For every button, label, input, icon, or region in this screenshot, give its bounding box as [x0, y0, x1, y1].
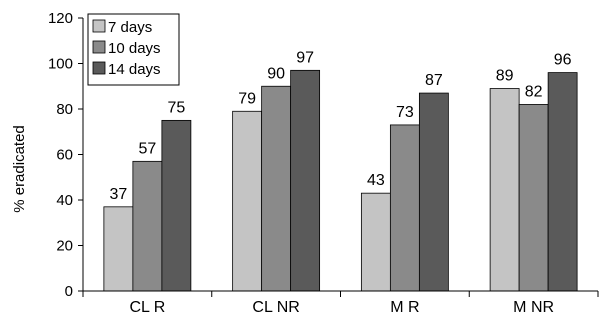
y-tick-label: 80 — [56, 101, 73, 118]
data-label: 87 — [425, 72, 443, 89]
x-axis-labels: CL R CL NR M R M NR — [129, 299, 554, 316]
bar — [132, 160, 163, 292]
data-label: 37 — [109, 186, 127, 203]
data-label: 57 — [138, 140, 156, 157]
data-label: 43 — [367, 172, 385, 189]
data-label: 97 — [296, 49, 314, 66]
bar — [547, 72, 578, 292]
data-label: 73 — [396, 104, 414, 121]
bar — [418, 92, 449, 292]
legend-swatch — [92, 19, 106, 33]
data-label: 90 — [267, 65, 285, 82]
data-label: 75 — [167, 99, 185, 116]
legend-label: 10 days — [108, 40, 161, 57]
bar — [161, 119, 192, 292]
y-tick-label: 60 — [56, 147, 73, 164]
legend: 7 days 10 days 14 days — [87, 13, 180, 86]
axes — [82, 18, 599, 297]
bar — [232, 110, 263, 292]
x-category-label: M NR — [513, 299, 554, 316]
bar — [389, 124, 420, 292]
bar — [518, 104, 549, 292]
y-tick-label: 120 — [48, 10, 73, 27]
legend-label: 7 days — [108, 19, 152, 36]
x-category-label: CL R — [129, 299, 165, 316]
legend-swatch — [92, 40, 106, 54]
y-tick-label: 0 — [65, 283, 73, 300]
bar — [489, 88, 520, 292]
y-axis-ticks: 0 20 40 60 80 100 120 — [48, 10, 83, 300]
data-label: 79 — [238, 90, 256, 107]
data-label: 96 — [554, 52, 572, 69]
legend-label: 14 days — [108, 61, 161, 78]
data-label: 89 — [496, 68, 514, 85]
x-category-label: CL NR — [252, 299, 299, 316]
bar — [360, 192, 391, 292]
bar — [290, 69, 321, 292]
y-tick-label: 100 — [48, 56, 73, 73]
x-category-label: M R — [390, 299, 419, 316]
y-axis-title: % eradicated — [11, 125, 28, 213]
bar — [261, 85, 292, 292]
data-label: 82 — [525, 83, 543, 100]
bar — [103, 206, 134, 292]
legend-swatch — [92, 61, 106, 75]
bar-groups: 37 57 75 79 90 97 43 73 87 89 82 96 — [103, 49, 578, 292]
y-tick-label: 40 — [56, 192, 73, 209]
y-tick-label: 20 — [56, 238, 73, 255]
